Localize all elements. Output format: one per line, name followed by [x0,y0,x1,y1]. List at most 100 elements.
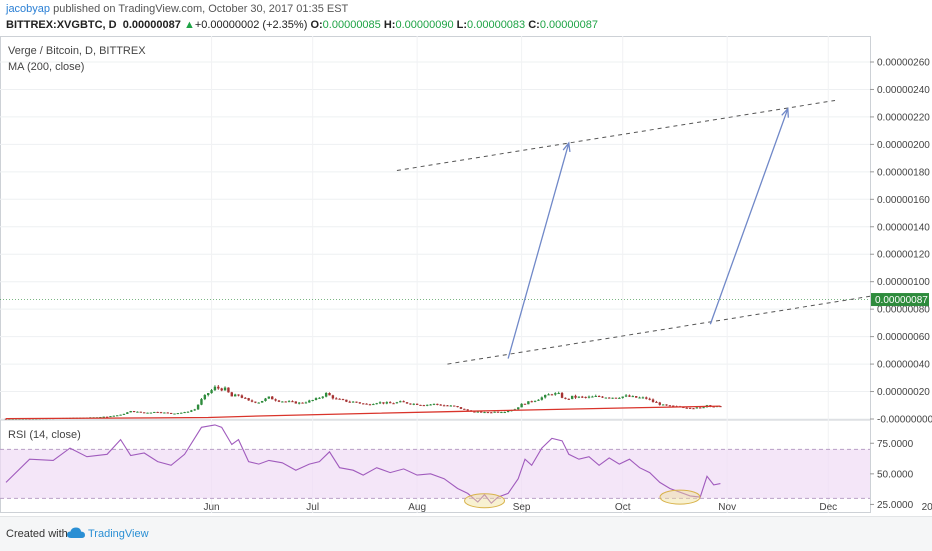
candle-body [291,401,294,403]
candle-body [520,403,523,408]
candle-body [483,412,486,414]
candle-body [351,401,355,403]
arrow-head [562,141,571,153]
candle-body [281,401,284,403]
candle-body [621,396,624,398]
candle-body [230,392,233,397]
candle-body [247,398,250,401]
rsi-highlights[interactable] [464,489,701,509]
candle-body [624,395,628,397]
candle-body [712,406,715,408]
candle-body [227,387,230,393]
candle-body [449,405,453,407]
time-axis[interactable]: Jun Jul Aug Sep Oct Nov Dec 2018 [204,502,932,513]
low-value: 0.00000083 [467,19,526,31]
candle-body [375,403,378,405]
candle-body [200,399,203,405]
y-tick-label: 0.00000240 [877,85,930,96]
candle-body [4,418,8,420]
candle-body [463,408,466,410]
candle-body [271,396,274,400]
candle-body [274,399,277,401]
y-tick-label: 0.00000220 [877,112,930,123]
candle-body [207,393,210,396]
candle-body [651,399,655,402]
candle-body [294,401,298,404]
candle-body [260,400,264,403]
candle-body [544,394,547,398]
candle-body [105,416,109,418]
candle-body [173,413,176,415]
rsi-band-fill [0,449,870,499]
candle-body [166,412,169,414]
candle-body [409,403,412,405]
candle-body [180,412,183,414]
price-axis[interactable]: -0.00000000 0.00000020 0.00000040 0.0000006… [870,58,932,511]
x-tick-label: Sep [513,502,531,513]
y-tick-label: 0.00000040 [877,360,930,371]
oversold-highlight [659,489,701,505]
y-tick-label: 0.00000260 [877,58,930,69]
candle-body [456,406,459,408]
low-label: L: [456,19,468,31]
candle-body [638,397,641,399]
candle-body [388,402,392,404]
candle-body [399,401,402,403]
candle-body [119,414,122,416]
candle-body [287,401,291,403]
rsi-line [5,424,721,505]
candle-body [183,412,186,414]
candle-body [122,413,126,415]
projection-arrow [709,108,789,325]
candle-body [412,403,415,405]
tradingview-link[interactable]: TradingView [88,528,149,540]
candle-body [311,399,314,401]
candle-body [453,405,456,407]
candle-body [594,395,597,397]
candle-body [156,411,159,413]
candle-body [210,390,213,394]
price-chart[interactable]: -0.00000000 0.00000020 0.00000040 0.0000006… [0,36,932,516]
candle-body [304,402,308,404]
candle-body [237,394,240,396]
candle-body [570,395,574,399]
close-label: C: [528,19,540,31]
candle-body [486,412,490,414]
candle-body [149,412,153,414]
projection-arrows[interactable] [507,107,789,359]
candle-body [193,409,196,411]
candle-body [611,397,614,399]
candle-body [490,412,493,414]
candle-body [530,401,533,403]
candle-body [540,397,544,400]
candle-body [584,396,587,398]
candle-body [547,394,550,396]
author-link[interactable]: jacobyap [6,3,51,15]
footer: Created with TradingView [0,516,932,551]
candle-body [665,404,668,406]
candle-body [459,407,463,409]
candle-body [308,400,311,403]
candle-body [341,399,345,401]
arrow-head [781,107,789,118]
y-tick-label: 0.00000020 [877,387,930,398]
trend-line-upper [396,99,836,171]
candle-body [203,395,207,400]
candle-body [385,402,389,404]
chart-frame[interactable]: -0.00000000 0.00000020 0.00000040 0.0000006… [0,36,932,516]
candle-body [358,402,362,404]
trend-lines[interactable] [396,99,876,365]
candle-body [533,400,537,402]
plot-border [0,36,871,513]
candle-body [523,403,527,405]
candle-body [608,397,611,399]
candle-body [500,412,503,414]
projection-arrow [507,142,570,359]
candle-body [136,411,139,413]
candle-body [321,396,324,398]
candle-body [506,411,510,413]
candle-body [392,403,395,405]
candle-body [702,407,705,409]
candle-body [587,396,591,398]
candle-body [159,412,163,414]
